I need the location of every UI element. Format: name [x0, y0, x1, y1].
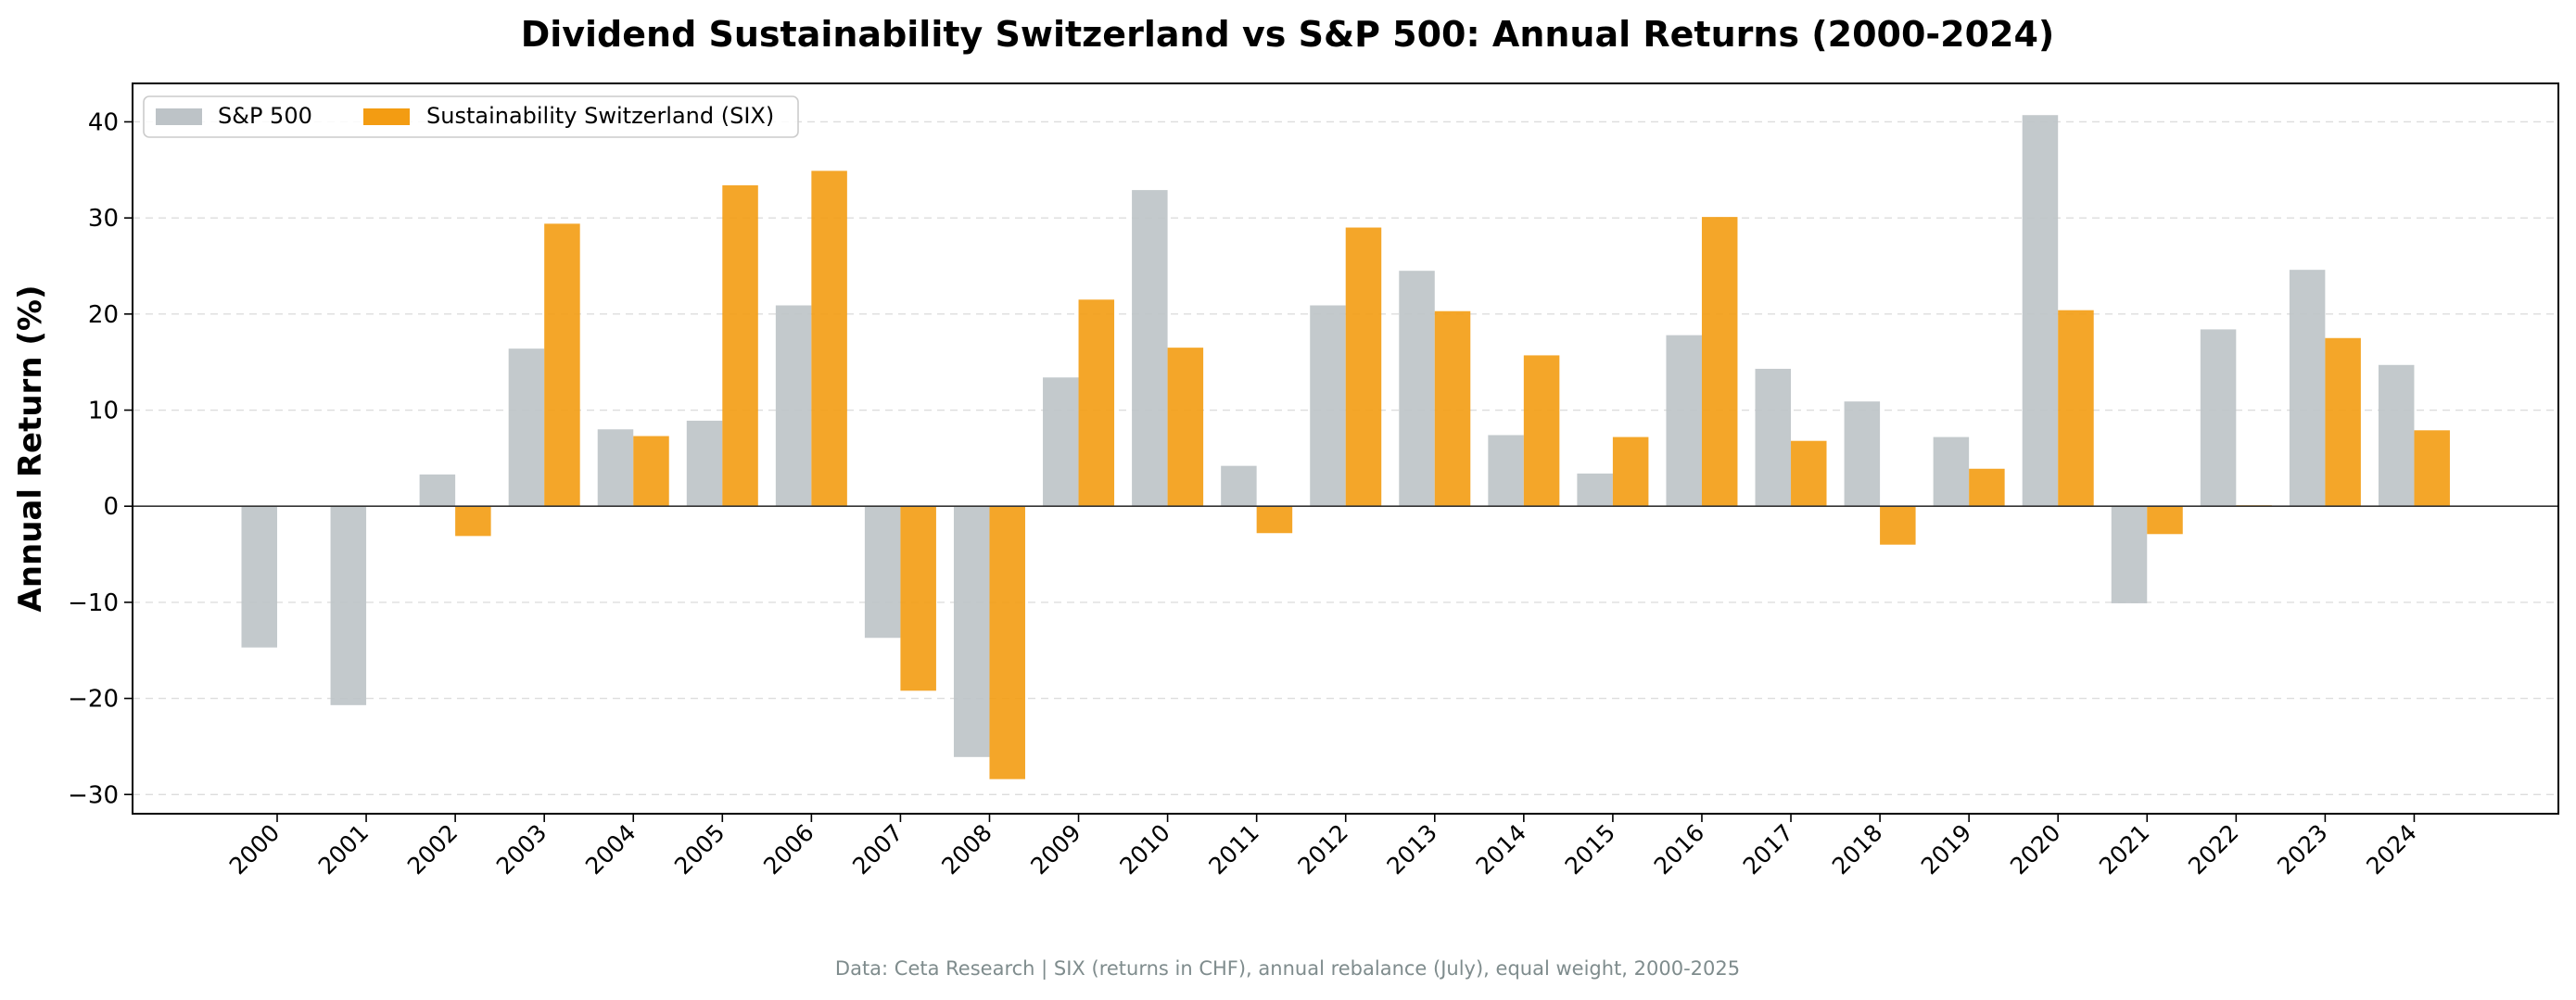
bar-six-2003: [544, 223, 580, 507]
bar-sp500-2022: [2200, 329, 2237, 507]
y-tick-label: 10: [88, 398, 119, 425]
y-tick-label: 40: [88, 108, 119, 136]
bar-six-2010: [1167, 348, 1204, 507]
bar-six-2007: [900, 506, 936, 691]
x-tick-label: 2012: [1292, 819, 1352, 880]
x-tick-label: 2014: [1471, 819, 1531, 880]
x-tick-label: 2021: [2094, 819, 2154, 880]
legend-box: [143, 95, 799, 138]
x-tick-label: 2013: [1382, 819, 1442, 880]
bar-sp500-2006: [775, 305, 812, 507]
x-tick-label: 2010: [1114, 819, 1174, 880]
bar-sp500-2001: [330, 506, 367, 705]
legend-label-six: Sustainability Switzerland (SIX): [426, 103, 774, 129]
bar-sp500-2019: [1933, 437, 1970, 507]
x-axis-ticks: 2000 2001 2002 2003 2004 2005 2006 2007 2008 2009…: [224, 814, 2422, 880]
footnote: Data: Ceta Research | SIX (returns in CH…: [835, 957, 1740, 981]
x-tick-label: 2011: [1203, 819, 1263, 880]
legend-label-sp500: S&P 500: [218, 103, 312, 129]
bar-sp500-2023: [2289, 270, 2326, 507]
bar-six-2017: [1791, 440, 1827, 507]
x-tick-label: 2000: [224, 819, 285, 880]
bar-sp500-2021: [2111, 506, 2148, 603]
x-tick-label: 2007: [847, 819, 907, 880]
x-tick-label: 2015: [1560, 819, 1620, 880]
bar-sp500-2016: [1666, 335, 1702, 507]
x-tick-label: 2005: [669, 819, 730, 880]
y-tick-label: −10: [68, 589, 119, 617]
x-tick-label: 2024: [2361, 819, 2421, 880]
x-tick-label: 2017: [1738, 819, 1798, 880]
x-tick-label: 2020: [2005, 819, 2065, 880]
bar-six-2012: [1345, 227, 1382, 507]
bar-six-2023: [2325, 337, 2361, 507]
x-tick-label: 2004: [580, 819, 641, 880]
bar-six-2019: [1969, 468, 2005, 507]
x-tick-label: 2002: [402, 819, 463, 880]
bar-six-2016: [1701, 217, 1738, 507]
bar-sp500-2011: [1221, 465, 1257, 507]
bar-sp500-2009: [1043, 377, 1079, 507]
x-tick-label: 2019: [1916, 819, 1976, 880]
bar-six-2013: [1434, 310, 1471, 507]
bar-sp500-2018: [1844, 401, 1881, 507]
bar-sp500-2014: [1488, 435, 1524, 507]
bar-sp500-2015: [1577, 473, 1613, 507]
legend: S&P 500 Sustainability Switzerland (SIX): [143, 95, 799, 138]
x-tick-label: 2006: [758, 819, 818, 880]
bar-six-2008: [989, 506, 1025, 779]
bar-sp500-2013: [1399, 271, 1435, 507]
bar-sp500-2012: [1310, 305, 1346, 507]
legend-swatch-six: [363, 108, 410, 125]
y-axis-ticks: −30 −20 −10 0 10 20 30 40: [68, 108, 133, 809]
y-axis-label: Annual Return (%): [12, 285, 49, 612]
y-tick-label: 30: [88, 205, 119, 233]
bar-sp500-2010: [1132, 190, 1168, 507]
bar-six-2005: [722, 184, 758, 507]
bar-six-2011: [1256, 506, 1293, 534]
y-tick-label: 0: [103, 493, 119, 521]
bar-sp500-2024: [2378, 364, 2415, 507]
x-tick-label: 2023: [2272, 819, 2332, 880]
bar-sp500-2020: [2022, 115, 2059, 507]
y-tick-label: −20: [68, 686, 119, 714]
x-tick-label: 2009: [1025, 819, 1085, 880]
bar-six-2020: [2058, 310, 2094, 507]
bar-six-2024: [2414, 430, 2450, 507]
x-tick-label: 2008: [936, 819, 996, 880]
bar-six-2009: [1078, 299, 1115, 507]
y-tick-label: 20: [88, 301, 119, 329]
bars: [241, 115, 2450, 779]
x-tick-label: 2018: [1827, 819, 1887, 880]
bar-sp500-2002: [419, 474, 456, 507]
bar-six-2018: [1880, 506, 1916, 545]
bar-sp500-2007: [864, 506, 901, 639]
bar-sp500-2003: [508, 348, 545, 507]
x-tick-label: 2022: [2183, 819, 2243, 880]
x-tick-label: 2001: [313, 819, 374, 880]
chart-title: Dividend Sustainability Switzerland vs S…: [521, 14, 2055, 55]
bar-six-2021: [2147, 506, 2183, 535]
bar-sp500-2017: [1755, 368, 1792, 507]
legend-swatch-sp500: [156, 108, 202, 125]
bar-six-2002: [455, 506, 491, 537]
bar-sp500-2000: [241, 506, 277, 648]
x-tick-label: 2003: [491, 819, 552, 880]
bar-six-2006: [811, 171, 847, 507]
bar-sp500-2004: [597, 429, 634, 507]
bar-six-2014: [1523, 355, 1560, 507]
x-tick-label: 2016: [1649, 819, 1709, 880]
y-tick-label: −30: [68, 781, 119, 809]
bar-six-2004: [633, 436, 669, 507]
bar-sp500-2008: [953, 506, 990, 757]
bar-sp500-2005: [686, 420, 723, 507]
bar-six-2015: [1612, 437, 1649, 507]
